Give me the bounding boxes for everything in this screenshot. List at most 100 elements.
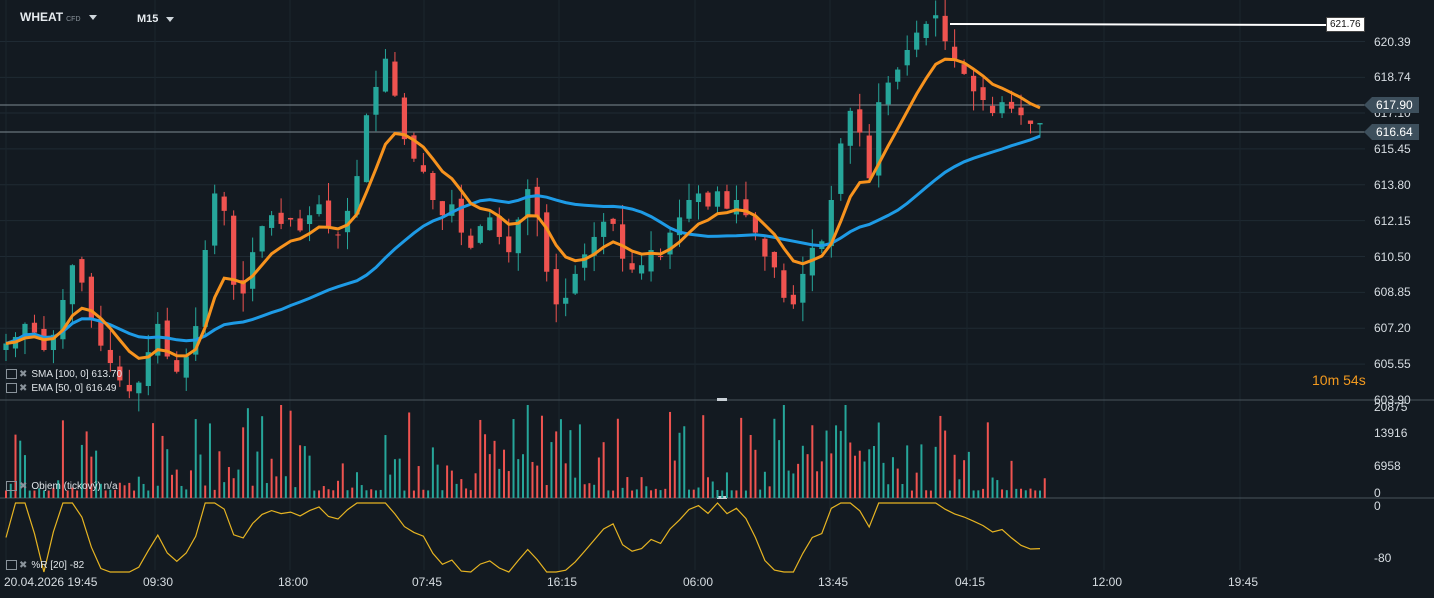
volume-bar (213, 489, 216, 498)
time-axis-label: 16:15 (547, 575, 578, 589)
close-icon[interactable]: ✖ (19, 369, 28, 380)
volume-axis-label: 20875 (1374, 400, 1408, 414)
volume-bar (702, 415, 705, 498)
candle-body (695, 193, 702, 203)
settings-icon[interactable] (6, 369, 17, 380)
candle-body (762, 238, 768, 257)
volume-bar (512, 419, 515, 498)
volume-bar (427, 490, 430, 498)
candle-body (297, 218, 303, 231)
volume-bar (517, 459, 520, 498)
time-axis-label: 09:30 (143, 575, 174, 589)
close-icon[interactable]: ✖ (19, 383, 28, 394)
candle-body (743, 199, 749, 216)
volume-bar (128, 482, 131, 498)
volume-bar (318, 490, 321, 498)
chevron-down-icon (166, 16, 175, 22)
candle-body (705, 192, 711, 207)
volume-axis-label: 13916 (1374, 426, 1408, 440)
sma-line (5, 134, 1041, 345)
volume-bar (246, 408, 249, 498)
volume-bar (811, 425, 814, 498)
symbol-selector[interactable]: WHEAT CFD (20, 10, 97, 24)
price-axis-label: 605.55 (1374, 357, 1411, 372)
candle-body (430, 172, 436, 200)
candle-body (629, 263, 635, 270)
wr-legend[interactable]: ✖ %R [20] -82 (6, 560, 84, 571)
candle-body (306, 215, 313, 225)
price-line-tag[interactable]: 617.90 (1364, 97, 1419, 113)
volume-bar (839, 430, 842, 498)
volume-bar (436, 464, 439, 498)
volume-bar (204, 485, 207, 498)
volume-bar (953, 454, 956, 498)
candle-body (316, 204, 322, 215)
candle-body (373, 86, 379, 115)
volume-bar (858, 450, 861, 498)
candle-body (553, 269, 559, 305)
candle-body (876, 102, 882, 176)
volume-bar (431, 447, 434, 498)
candle-body (344, 210, 351, 233)
volume-bar (868, 449, 871, 498)
volume-bar (275, 476, 278, 498)
volume-bar (607, 490, 610, 498)
volume-bar (42, 490, 45, 498)
volume-bar (455, 483, 458, 498)
volume-bar (759, 489, 762, 498)
timeframe-selector[interactable]: M15 (137, 13, 175, 25)
volume-bar (19, 440, 22, 498)
volume-legend[interactable]: ✖ Objem (tickový) n/a (6, 481, 118, 492)
volume-bar (109, 489, 112, 498)
volume-bar (308, 455, 311, 498)
volume-bar (958, 479, 961, 498)
volume-bar (332, 490, 335, 498)
volume-bar (114, 489, 117, 498)
volume-bar (706, 477, 709, 498)
settings-icon[interactable] (6, 481, 17, 492)
sma-legend[interactable]: ✖ SMA [100, 0] 613.70 (6, 369, 122, 380)
candle-body (1037, 123, 1043, 125)
volume-bar (208, 423, 211, 498)
volume-bar (493, 440, 496, 498)
volume-bar (80, 444, 83, 498)
volume-bar (474, 473, 477, 498)
volume-bar (460, 479, 463, 498)
volume-bar (659, 490, 662, 498)
volume-bar (910, 490, 913, 498)
volume-bar (1043, 478, 1046, 498)
candle-body (231, 215, 237, 285)
candle-body (278, 212, 284, 224)
candle-body (667, 232, 673, 255)
volume-bar (299, 445, 302, 498)
candle-body (496, 216, 502, 237)
time-axis-label: 07:45 (412, 575, 443, 589)
volume-bar (384, 435, 387, 498)
volume-bar (806, 454, 809, 498)
volume-bar (977, 490, 980, 498)
volume-bar (341, 463, 344, 498)
candle-body (117, 366, 123, 381)
ema-legend[interactable]: ✖ EMA [50, 0] 616.49 (6, 383, 116, 394)
settings-icon[interactable] (6, 383, 17, 394)
volume-bar (123, 485, 126, 498)
volume-bar (280, 405, 283, 498)
candle-body (31, 322, 38, 333)
time-axis-label: 06:00 (683, 575, 714, 589)
volume-bar (251, 485, 254, 498)
candle-body (657, 256, 664, 258)
close-icon[interactable]: ✖ (19, 560, 28, 571)
wr-axis-label: 0 (1374, 499, 1381, 513)
candle-body (98, 318, 104, 346)
candle-body (60, 300, 66, 340)
volume-bar (550, 442, 553, 498)
close-icon[interactable]: ✖ (19, 481, 28, 492)
volume-bar (816, 471, 819, 498)
volume-bar (669, 411, 672, 498)
price-axis-label: 620.39 (1374, 34, 1411, 49)
volume-bar (374, 490, 377, 498)
settings-icon[interactable] (6, 560, 17, 571)
volume-bar (232, 478, 235, 498)
volume-bar (507, 471, 510, 498)
